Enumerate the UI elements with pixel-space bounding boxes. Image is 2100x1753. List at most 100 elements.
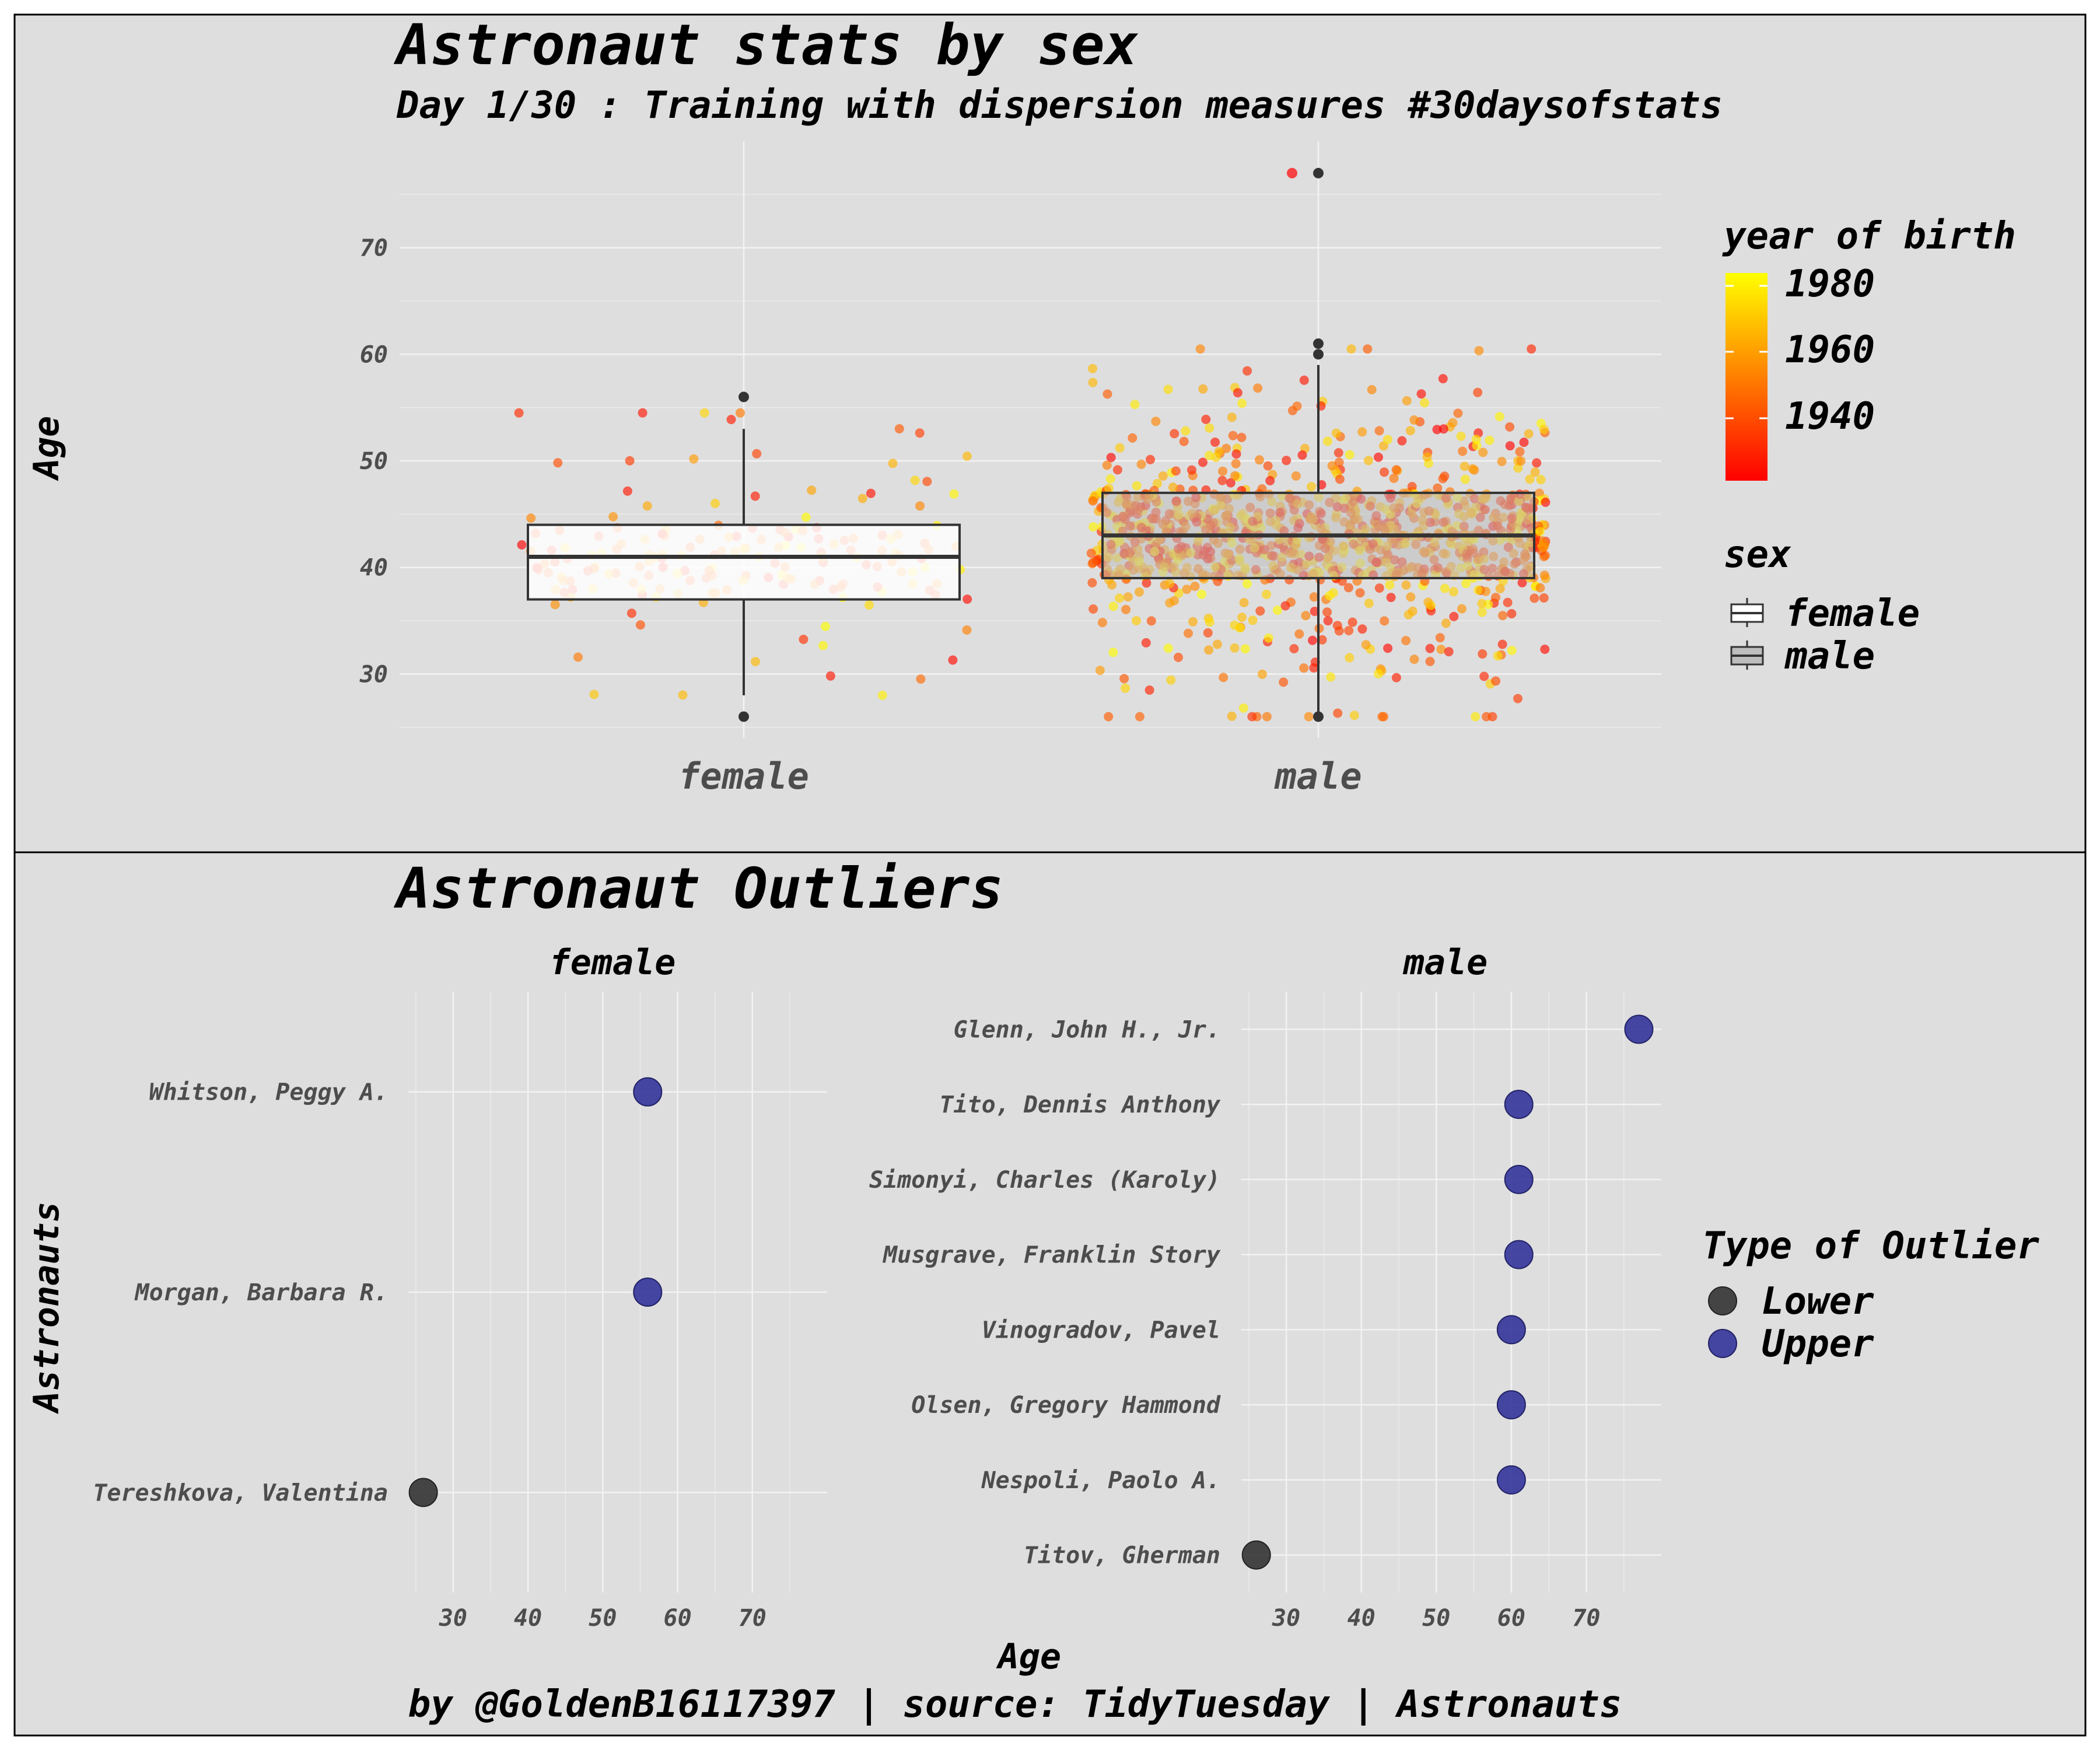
x-tick-label: 60 — [663, 1605, 691, 1632]
jitter-point — [1507, 609, 1517, 618]
jitter-point — [877, 690, 887, 700]
jitter-point — [1425, 643, 1435, 653]
jitter-point — [1494, 412, 1504, 422]
jitter-point — [1345, 653, 1354, 663]
jitter-point — [1334, 448, 1343, 458]
jitter-point — [1102, 389, 1112, 399]
top-x-tick-labels: female male — [678, 755, 1362, 797]
jitter-point — [1128, 433, 1138, 443]
jitter-point — [726, 415, 736, 425]
legend-label-male: male — [1784, 635, 1875, 678]
jitter-point — [1132, 481, 1142, 491]
jitter-point — [949, 489, 959, 499]
astronaut-label: Vinogradov, Pavel — [982, 1317, 1220, 1343]
bottom-xlabel: Age — [996, 1636, 1061, 1677]
jitter-point — [1382, 435, 1392, 445]
jitter-point — [517, 540, 527, 550]
jitter-point — [1299, 375, 1309, 385]
jitter-point — [1280, 601, 1290, 611]
jitter-point — [1477, 599, 1487, 608]
jitter-point — [1262, 589, 1272, 599]
jitter-point — [1343, 583, 1353, 593]
jitter-point — [1197, 589, 1206, 599]
y-tick-label: 30 — [359, 661, 388, 688]
x-tick-label: 50 — [589, 1605, 617, 1632]
jitter-point — [1146, 616, 1156, 626]
jitter-point — [1264, 633, 1273, 643]
jitter-point — [1517, 578, 1527, 587]
jitter-point — [1420, 398, 1429, 408]
jitter-point — [1361, 640, 1371, 650]
jitter-point — [1458, 446, 1468, 456]
jitter-point — [1088, 522, 1098, 532]
outlier-point-upper — [633, 1278, 663, 1307]
legend-fill-title: sex — [1724, 533, 1791, 576]
jitter-point — [1204, 645, 1214, 655]
x-tick-label: 40 — [1348, 1605, 1376, 1632]
jitter-point — [1379, 712, 1389, 722]
outlier-point-upper — [1504, 1240, 1534, 1269]
jitter-point — [1104, 484, 1114, 494]
jitter-point — [1485, 435, 1494, 445]
jitter-point — [1444, 647, 1454, 657]
jitter-point — [1108, 601, 1118, 611]
jitter-point — [1401, 636, 1411, 646]
jitter-point — [1503, 597, 1513, 607]
jitter-point — [1449, 611, 1459, 621]
jitter-point — [1530, 593, 1539, 603]
jitter-point — [1539, 593, 1549, 603]
jitter-point — [1142, 578, 1152, 588]
jitter-point — [1182, 585, 1192, 594]
caption: by @GoldenB16117397 | source: TidyTuesda… — [408, 1683, 1622, 1726]
jitter-point — [635, 620, 645, 630]
astronaut-label: Musgrave, Franklin Story — [882, 1242, 1221, 1269]
jitter-point — [1386, 593, 1396, 603]
colorbar-label-1980: 1980 — [1785, 263, 1875, 306]
jitter-point — [1538, 543, 1548, 552]
jitter-point — [1457, 604, 1466, 614]
jitter-point — [1491, 593, 1500, 603]
astronaut-label: Titov, Gherman — [1024, 1542, 1220, 1569]
jitter-point — [1355, 588, 1365, 598]
jitter-point — [1087, 578, 1097, 587]
jitter-point — [1292, 401, 1302, 411]
jitter-point — [514, 408, 524, 418]
astronaut-label: Glenn, John H., Jr. — [953, 1016, 1220, 1043]
jitter-point — [1401, 580, 1411, 590]
jitter-point — [1088, 363, 1097, 373]
jitter-point — [1219, 673, 1228, 683]
jitter-point — [1525, 474, 1535, 484]
y-tick-label: 40 — [360, 555, 388, 582]
jitter-point — [1456, 431, 1466, 441]
y-tick-label: 70 — [360, 235, 388, 262]
x-tick-label: 70 — [1572, 1605, 1600, 1632]
jitter-point — [963, 594, 972, 604]
jitter-point — [1228, 431, 1238, 440]
jitter-point — [526, 513, 536, 523]
jitter-point — [915, 501, 925, 511]
jitter-point — [1310, 607, 1320, 616]
x-tick-label: 60 — [1497, 1605, 1525, 1632]
jitter-point — [1493, 651, 1503, 661]
jitter-point — [1165, 598, 1175, 608]
box-outlier — [738, 711, 749, 722]
jitter-point — [1308, 635, 1317, 645]
jitter-point — [608, 512, 618, 522]
jitter-point — [1513, 463, 1523, 473]
bottom-gridlines — [408, 992, 1661, 1593]
jitter-point — [1478, 447, 1488, 457]
top-ylabel: Age — [26, 416, 67, 481]
jitter-point — [801, 512, 811, 522]
jitter-point — [1438, 474, 1448, 484]
jitter-point — [1238, 703, 1248, 713]
jitter-point — [858, 494, 867, 503]
jitter-point — [1461, 579, 1471, 589]
colorbar-label-1960: 1960 — [1785, 328, 1875, 372]
astronaut-label: Nespoli, Paolo A. — [981, 1467, 1220, 1494]
jitter-point — [1448, 418, 1458, 428]
jitter-point — [1088, 604, 1098, 614]
jitter-point — [1323, 616, 1333, 626]
jitter-point — [1536, 475, 1546, 485]
jitter-point — [1272, 606, 1282, 615]
jitter-point — [1363, 344, 1373, 354]
